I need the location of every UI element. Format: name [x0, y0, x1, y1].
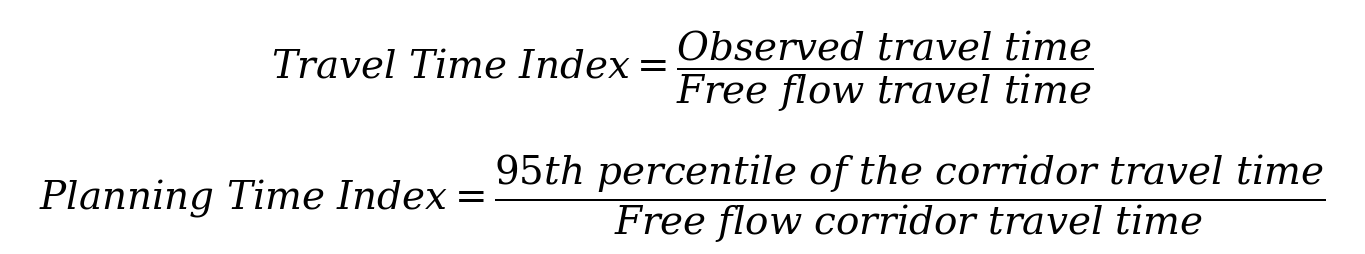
Text: $\mathit{Travel\ Time\ Index} = \dfrac{\mathit{Observed\ travel\ time}}{\mathit{: $\mathit{Travel\ Time\ Index} = \dfrac{\… [272, 29, 1093, 114]
Text: $\mathit{Planning\ Time\ Index} = \dfrac{\mathit{95th\ percentile\ of\ the\ corr: $\mathit{Planning\ Time\ Index} = \dfrac… [40, 152, 1325, 244]
